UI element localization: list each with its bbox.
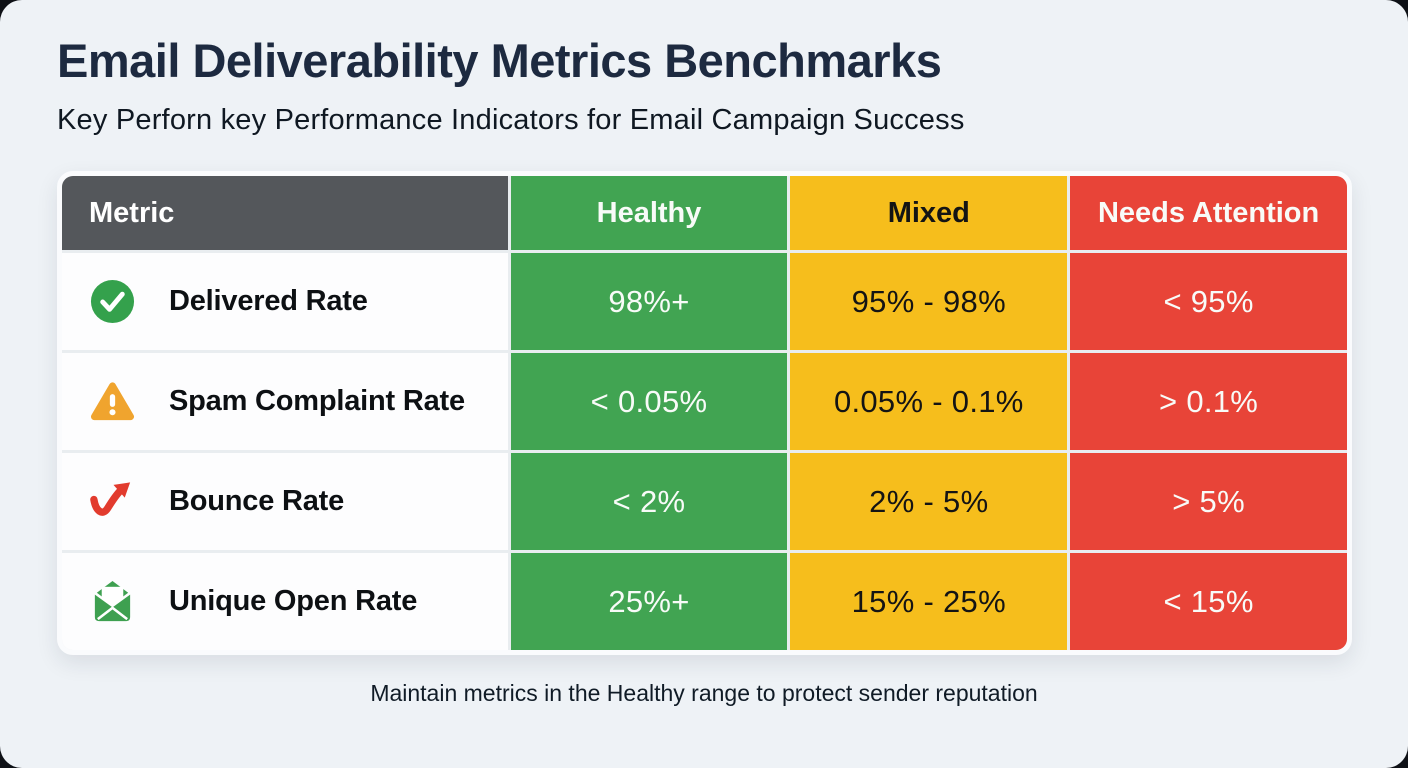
bounce-healthy-cell: < 2% [510,453,788,551]
metric-label: Unique Open Rate [169,585,418,618]
metric-label: Bounce Rate [169,485,345,518]
table-row-delivered-metric: Delivered Rate [62,253,508,351]
bounce-attention-cell: > 5% [1070,453,1347,551]
open-attention-cell: < 15% [1070,553,1347,651]
page-title: Email Deliverability Metrics Benchmarks [57,34,942,87]
footer-note: Maintain metrics in the Healthy range to… [370,680,1038,707]
header-cell-metric: Metric [62,176,508,251]
spam-attention-cell: > 0.1% [1070,353,1347,451]
header-cell-mixed: Mixed [790,176,1068,251]
open-healthy-cell: 25%+ [510,553,788,651]
table-row-open-metric: Unique Open Rate [62,553,508,651]
open-envelope-icon [89,578,136,625]
table-row-bounce-metric: Bounce Rate [62,453,508,551]
metric-label: Spam Complaint Rate [169,385,465,418]
check-circle-icon [89,278,136,325]
page-subtitle: Key Perforn key Performance Indicators f… [57,104,965,137]
spam-healthy-cell: < 0.05% [510,353,788,451]
bounce-mixed-cell: 2% - 5% [790,453,1068,551]
header-cell-healthy: Healthy [510,176,788,251]
table-row-spam-metric: Spam Complaint Rate [62,353,508,451]
delivered-healthy-cell: 98%+ [510,253,788,351]
bounce-arrow-icon [89,478,136,525]
open-mixed-cell: 15% - 25% [790,553,1068,651]
delivered-mixed-cell: 95% - 98% [790,253,1068,351]
delivered-attention-cell: < 95% [1070,253,1347,351]
spam-mixed-cell: 0.05% - 0.1% [790,353,1068,451]
metric-label: Delivered Rate [169,285,368,318]
header-cell-needs-attention: Needs Attention [1070,176,1347,251]
benchmarks-table: Metric Healthy Mixed Needs Attention Del… [57,171,1352,656]
warning-triangle-icon [89,378,136,425]
